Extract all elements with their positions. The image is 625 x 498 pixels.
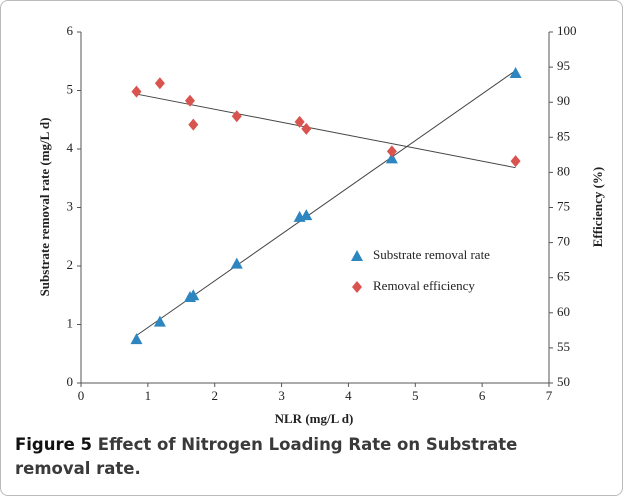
y2-tick-label: 95 xyxy=(557,58,570,73)
trendline xyxy=(136,70,516,336)
y-tick-label: 1 xyxy=(67,315,74,330)
point xyxy=(301,122,312,135)
y2-tick-label: 50 xyxy=(557,374,570,389)
y2-tick-label: 60 xyxy=(557,304,570,319)
point xyxy=(184,94,195,107)
point xyxy=(294,115,305,128)
point xyxy=(131,85,142,98)
x-tick-label: 3 xyxy=(278,388,285,403)
trendline xyxy=(136,93,516,169)
point xyxy=(300,209,313,221)
x-tick-label: 4 xyxy=(345,388,352,403)
legend-label: Removal efficiency xyxy=(373,278,475,293)
point xyxy=(154,77,165,90)
point xyxy=(230,257,243,269)
x-tick-label: 7 xyxy=(546,388,553,403)
point xyxy=(509,66,522,78)
chart: NLR (mg/L d) Substrate removal rate (mg/… xyxy=(37,23,605,426)
caption-label: Figure 5 xyxy=(15,435,93,454)
y2-tick-label: 70 xyxy=(557,234,570,249)
y2-tick-label: 90 xyxy=(557,93,570,108)
y-tick-label: 2 xyxy=(67,257,74,272)
y2-tick-label: 55 xyxy=(557,339,570,354)
point xyxy=(231,110,242,123)
point xyxy=(188,118,199,131)
y2-tick-label: 75 xyxy=(557,198,570,213)
caption-text: Effect of Nitrogen Loading Rate on Subst… xyxy=(15,435,518,478)
point xyxy=(510,155,521,168)
y-tick-label: 3 xyxy=(67,198,74,213)
point xyxy=(187,289,200,301)
x-tick-label: 1 xyxy=(145,388,152,403)
y-tick-label: 0 xyxy=(67,374,74,389)
y-axis-label: Substrate removal rate (mg/L d) xyxy=(37,118,52,297)
x-tick-label: 6 xyxy=(479,388,486,403)
y-tick-label: 4 xyxy=(67,140,74,155)
point xyxy=(386,145,397,158)
legend-marker xyxy=(351,250,363,261)
legend-label: Substrate removal rate xyxy=(373,247,490,262)
caption: Figure 5 Effect of Nitrogen Loading Rate… xyxy=(15,433,575,481)
y-tick-label: 5 xyxy=(67,81,74,96)
y-tick-label: 6 xyxy=(67,23,74,38)
x-axis-label: NLR (mg/L d) xyxy=(275,411,354,426)
x-tick-label: 2 xyxy=(211,388,218,403)
y2-tick-label: 85 xyxy=(557,128,570,143)
point xyxy=(130,333,143,345)
y2-tick-label: 80 xyxy=(557,163,570,178)
y2-tick-label: 65 xyxy=(557,269,570,284)
point xyxy=(385,152,398,164)
y2-tick-label: 100 xyxy=(557,23,577,38)
point xyxy=(153,315,166,327)
y2-axis-label: Efficiency (%) xyxy=(590,167,605,248)
x-tick-label: 0 xyxy=(78,388,85,403)
x-tick-label: 5 xyxy=(412,388,419,403)
legend-marker xyxy=(352,281,362,293)
